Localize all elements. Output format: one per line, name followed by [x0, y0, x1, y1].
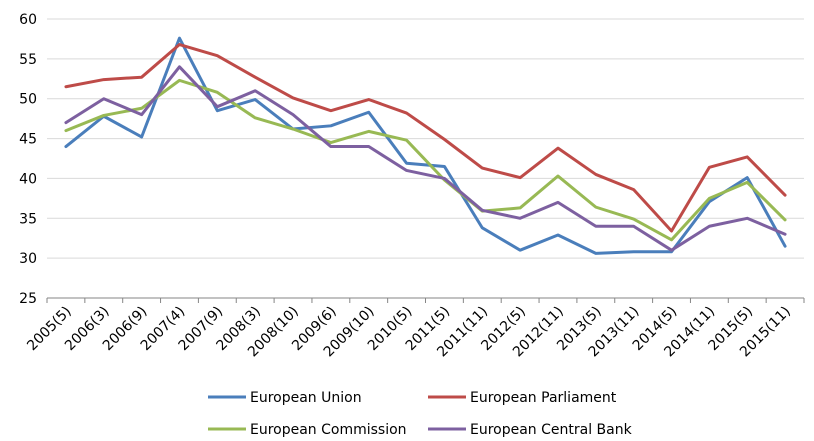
series-line: [64, 43, 787, 233]
x-axis-ticks: 2005(5)2006(3)2006(9)2007(4)2007(9)2008(…: [24, 298, 805, 360]
y-tick-label: 55: [19, 52, 37, 68]
series-line: [64, 36, 787, 255]
y-tick-label: 25: [19, 291, 37, 307]
series-line: [64, 65, 787, 252]
y-tick-label: 60: [19, 12, 37, 28]
legend-label: European Parliament: [470, 390, 617, 406]
legend-label: European Central Bank: [470, 422, 633, 438]
y-tick-label: 40: [19, 171, 37, 187]
series-lines: [64, 36, 787, 255]
legend: European Union European Parliament Europea…: [208, 390, 633, 438]
y-tick-label: 50: [19, 92, 37, 108]
legend-label: European Commission: [250, 422, 407, 438]
y-tick-label: 30: [19, 251, 37, 267]
legend-label: European Union: [250, 390, 362, 406]
y-tick-label: 35: [19, 211, 37, 227]
series-line: [64, 78, 787, 242]
y-axis-ticks: 25 30 35 40 45 50 55 60: [19, 12, 37, 307]
y-tick-label: 45: [19, 132, 37, 148]
